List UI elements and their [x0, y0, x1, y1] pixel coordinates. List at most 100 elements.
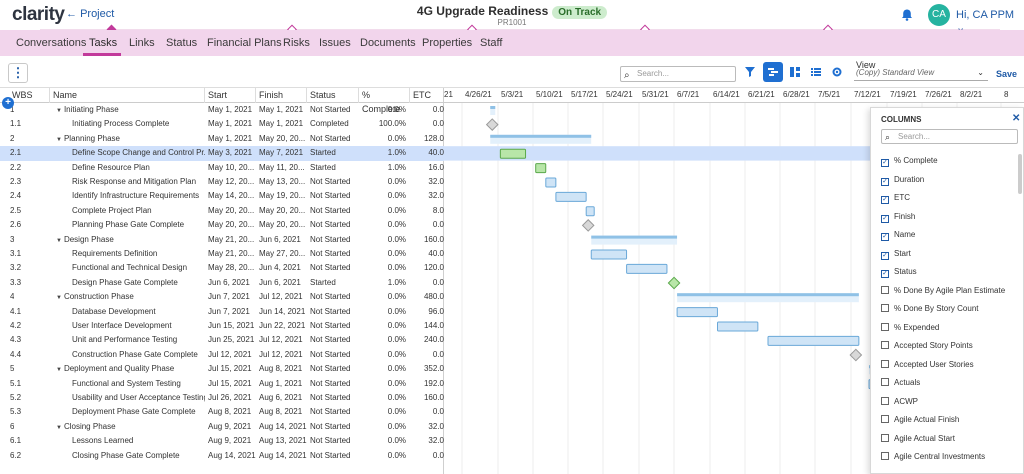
cell-status[interactable]: Not Started	[310, 436, 351, 446]
tab-financial-plans[interactable]: Financial Plans	[207, 37, 282, 49]
cell-wbs[interactable]: 2	[10, 133, 15, 143]
column-option[interactable]: ✓ Status	[881, 267, 917, 278]
cell-name[interactable]: ▼ Deployment and Quality Phase	[56, 362, 205, 377]
cell-wbs[interactable]: 5	[10, 364, 15, 374]
cell-finish[interactable]: Aug 1, 2021	[259, 378, 303, 388]
table-row[interactable]: 2.5 Complete Project Plan May 20, 20... May…	[0, 204, 444, 218]
column-option[interactable]: ✓ Finish	[881, 212, 915, 223]
cell-name[interactable]: Functional and Technical Design	[72, 261, 205, 275]
cell-start[interactable]: May 20, 20...	[208, 220, 255, 230]
cell-name[interactable]: ▼ Construction Phase	[56, 290, 205, 305]
cell-pct[interactable]: 0.0%	[387, 321, 406, 330]
cell-pct[interactable]: 0.0%	[387, 450, 406, 460]
cell-pct[interactable]: 0.0%	[387, 105, 406, 114]
column-checkbox[interactable]	[881, 359, 889, 368]
cell-status[interactable]: Not Started	[310, 234, 351, 244]
table-row[interactable]: 2 ▼ Planning Phase May 1, 2021 May 20, 20...…	[0, 132, 444, 146]
cell-etc[interactable]: 192.0	[423, 378, 444, 388]
table-row[interactable]: 6.2 Closing Phase Gate Complete Aug 14, 20…	[0, 449, 444, 463]
cell-start[interactable]: Aug 9, 2021	[208, 421, 252, 431]
cell-wbs[interactable]: 6.1	[10, 436, 22, 446]
cell-status[interactable]: Not Started	[310, 349, 351, 359]
cell-wbs[interactable]: 3.1	[10, 249, 22, 258]
cell-start[interactable]: Jul 15, 2021	[208, 364, 252, 374]
table-row[interactable]: 4.2 User Interface Development Jun 15, 202…	[0, 319, 444, 333]
column-header-name[interactable]: Name	[50, 88, 205, 103]
column-header-status[interactable]: Status	[307, 88, 359, 103]
cell-finish[interactable]: Jun 4, 2021	[259, 263, 301, 273]
cell-start[interactable]: Jun 7, 2021	[208, 292, 250, 302]
column-option[interactable]: ✓ ETC	[881, 193, 910, 204]
cell-finish[interactable]: Jun 6, 2021	[259, 234, 301, 244]
gantt-phase-bar-top[interactable]	[591, 235, 678, 239]
cell-finish[interactable]: May 11, 20...	[259, 162, 305, 172]
column-option[interactable]: Agile Actual Start	[881, 433, 955, 443]
gantt-task-bar-started[interactable]	[535, 163, 547, 174]
cell-status[interactable]: Not Started	[310, 450, 351, 460]
cell-start[interactable]: May 28, 20...	[208, 263, 255, 273]
cell-start[interactable]: Aug 8, 2021	[208, 407, 252, 417]
cell-etc[interactable]: 0.0	[432, 105, 444, 114]
cell-start[interactable]: Jun 15, 2021	[208, 321, 255, 330]
column-option[interactable]: ✓ Name	[881, 230, 915, 241]
filter-icon[interactable]	[740, 62, 760, 82]
table-row[interactable]: 2.6 Planning Phase Gate Complete May 20, 2…	[0, 218, 444, 232]
cell-pct[interactable]: 0.0%	[387, 335, 406, 345]
expand-toggle-icon[interactable]: ▼	[56, 424, 62, 431]
cell-name[interactable]: Planning Phase Gate Complete	[72, 218, 205, 232]
save-button[interactable]: Save	[996, 69, 1018, 79]
cell-etc[interactable]: 352.0	[423, 364, 444, 374]
gantt-phase-bar[interactable]	[490, 106, 496, 115]
column-checkbox[interactable]	[881, 322, 889, 331]
cell-start[interactable]: May 14, 20...	[208, 191, 255, 201]
tab-staff[interactable]: Staff	[480, 37, 503, 49]
table-row[interactable]: 5.1 Functional and System Testing Jul 15, …	[0, 377, 444, 391]
tab-tasks[interactable]: Tasks	[89, 37, 118, 49]
expand-toggle-icon[interactable]: ▼	[56, 367, 62, 374]
cell-pct[interactable]: 0.0%	[387, 407, 406, 417]
cell-wbs[interactable]: 4.3	[10, 335, 22, 345]
column-checkbox[interactable]	[881, 396, 889, 405]
cell-wbs[interactable]: 2.5	[10, 205, 22, 215]
cell-etc[interactable]: 160.0	[423, 234, 444, 244]
column-checkbox[interactable]	[881, 415, 889, 423]
cell-pct[interactable]: 0.0%	[387, 191, 406, 201]
tab-documents[interactable]: Documents	[360, 37, 416, 49]
cell-finish[interactable]: Aug 8, 2021	[259, 407, 303, 417]
cell-name[interactable]: Define Resource Plan	[72, 161, 205, 175]
cell-finish[interactable]: Aug 13, 2021	[259, 436, 307, 446]
cell-status[interactable]: Not Started	[310, 133, 351, 143]
cell-finish[interactable]: Aug 14, 2021	[259, 421, 307, 431]
tab-issues[interactable]: Issues	[319, 37, 351, 49]
cell-finish[interactable]: May 20, 20...	[259, 133, 306, 143]
table-row[interactable]: 6.1 Lessons Learned Aug 9, 2021 Aug 13, 202…	[0, 434, 444, 448]
cell-status[interactable]: Not Started	[310, 177, 351, 186]
gantt-milestone[interactable]	[849, 348, 863, 362]
column-option[interactable]: ACWP	[881, 396, 918, 406]
cell-etc[interactable]: 32.0	[428, 436, 444, 446]
column-option[interactable]: ✓ % Complete	[881, 156, 938, 167]
cell-status[interactable]: Not Started	[310, 220, 351, 230]
cell-finish[interactable]: May 7, 2021	[259, 148, 304, 158]
clarity-logo[interactable]: clarity	[12, 4, 65, 25]
gantt-phase-bar[interactable]	[591, 235, 678, 245]
cell-etc[interactable]: 480.0	[423, 292, 444, 302]
cell-start[interactable]: Jun 25, 2021	[208, 335, 255, 345]
cell-pct[interactable]: 0.0%	[387, 205, 406, 215]
cell-etc[interactable]: 0.0	[432, 349, 444, 359]
view-select[interactable]: (Copy) Standard View ⌄	[854, 66, 988, 81]
table-row[interactable]: 2.2 Define Resource Plan May 10, 20... May …	[0, 161, 444, 175]
cell-status[interactable]: Not Started	[310, 205, 351, 215]
gantt-task-bar[interactable]	[585, 206, 595, 217]
avatar[interactable]: CA	[928, 4, 950, 26]
cell-status[interactable]: Not Started	[310, 321, 351, 330]
cell-pct[interactable]: 0.0%	[387, 364, 406, 374]
cell-etc[interactable]: 32.0	[428, 177, 444, 186]
cell-etc[interactable]: 160.0	[423, 393, 444, 402]
expand-toggle-icon[interactable]: ▼	[56, 136, 62, 143]
cell-pct[interactable]: 0.0%	[387, 249, 406, 258]
cell-etc[interactable]: 144.0	[423, 321, 444, 330]
cell-finish[interactable]: Jul 12, 2021	[259, 292, 303, 302]
cell-status[interactable]: Not Started	[310, 364, 351, 374]
cell-start[interactable]: Aug 14, 2021	[208, 450, 256, 460]
